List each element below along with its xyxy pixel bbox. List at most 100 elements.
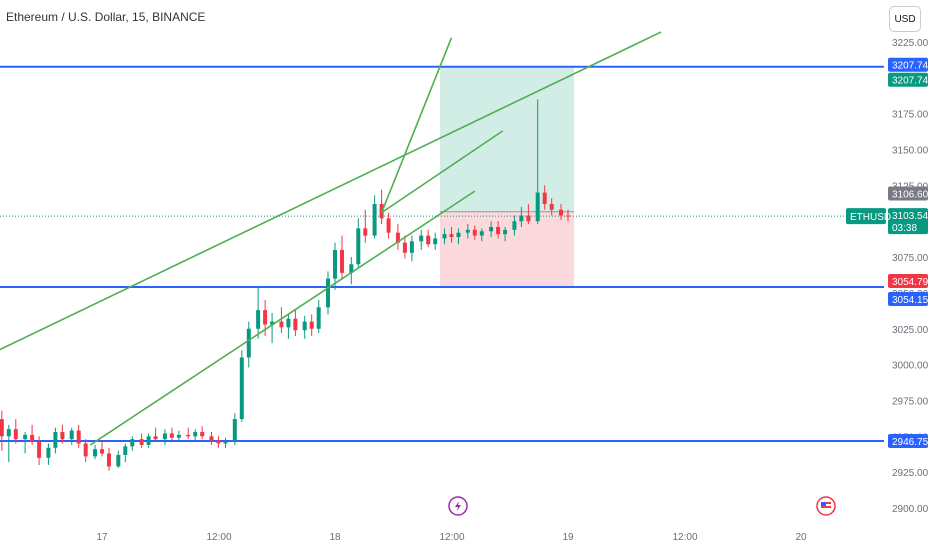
candle-body: [116, 454, 121, 467]
candle-body: [279, 321, 284, 328]
trend-line[interactable]: [381, 130, 504, 214]
candle-body: [449, 234, 454, 238]
candle-body: [316, 307, 321, 329]
price-badge-label: 3054.15: [892, 295, 929, 306]
symbol-badge: [846, 208, 886, 225]
candle-body: [512, 221, 517, 230]
candle-body: [479, 231, 484, 236]
candle-body: [402, 242, 407, 253]
profit-zone[interactable]: [440, 66, 574, 212]
price-badge-label: 3207.74: [892, 61, 929, 72]
price-badge: [888, 433, 928, 448]
candle-body: [409, 241, 414, 253]
candle-body: [193, 432, 198, 437]
candle-body: [472, 229, 477, 236]
candle-body: [200, 432, 205, 437]
loss-zone[interactable]: [440, 211, 574, 287]
candle-body: [286, 318, 291, 328]
candle-body: [363, 228, 368, 236]
candle-body: [535, 192, 540, 222]
candle-body: [239, 357, 244, 420]
x-tick-label: 17: [96, 532, 108, 543]
candle-body: [106, 453, 111, 467]
candle-body: [542, 192, 547, 205]
candle-body: [339, 249, 344, 273]
price-badge-label: 3103.54: [892, 211, 929, 222]
price-badge: [888, 72, 928, 87]
symbol-badge-label: ETHUSD: [850, 212, 891, 223]
candle-body: [69, 430, 74, 440]
candle-body: [293, 318, 298, 331]
price-badge-label: 2946.75: [892, 437, 929, 448]
candle-body: [13, 429, 18, 440]
candle-body: [169, 433, 174, 438]
y-tick-label: 3150.00: [892, 146, 929, 157]
candle-body: [37, 442, 42, 458]
candle-body: [465, 229, 470, 233]
x-tick-label: 20: [795, 532, 807, 543]
candle-body: [209, 436, 214, 441]
x-tick-label: 18: [329, 532, 341, 543]
trend-line[interactable]: [89, 190, 476, 446]
candle-body: [395, 232, 400, 243]
candle-body: [232, 419, 237, 443]
candle-body: [146, 436, 151, 445]
countdown-label: 03:38: [892, 223, 917, 234]
candle-body: [30, 434, 35, 443]
candle-body: [496, 226, 501, 235]
x-tick-label: 12:00: [206, 532, 231, 543]
lightning-event-icon[interactable]: [448, 496, 468, 516]
candle-body: [53, 432, 58, 448]
candle-body: [549, 204, 554, 210]
candle-body: [426, 235, 431, 245]
candle-body: [256, 310, 261, 329]
candle-body: [326, 278, 331, 308]
candle-body: [503, 229, 508, 235]
candle-body: [489, 226, 494, 232]
candle-body: [123, 446, 128, 455]
candle-body: [100, 449, 104, 454]
y-tick-label: 2925.00: [892, 468, 929, 479]
candle-body: [153, 436, 158, 440]
y-tick-label: 2900.00: [892, 504, 929, 515]
candle-body: [186, 434, 191, 437]
candle-body: [309, 321, 314, 329]
candle-body: [349, 264, 354, 273]
candle-body: [456, 232, 461, 238]
y-tick-label: 3025.00: [892, 325, 929, 336]
chart-title: Ethereum / U.S. Dollar, 15, BINANCE: [6, 10, 206, 24]
candle-body: [162, 433, 167, 440]
candle-body: [46, 447, 51, 458]
y-tick-label: 2975.00: [892, 396, 929, 407]
candle-body: [333, 249, 337, 279]
y-tick-label: 3075.00: [892, 253, 929, 264]
candle-body: [519, 215, 524, 222]
x-tick-label: 19: [562, 532, 574, 543]
candle-body: [372, 204, 377, 236]
candle-body: [263, 310, 268, 325]
candle-body: [559, 209, 564, 216]
price-badge-label: 3106.60: [892, 190, 929, 201]
candle-body: [223, 442, 228, 444]
candle-body: [526, 215, 531, 222]
candle-body: [302, 321, 307, 331]
x-tick-label: 12:00: [672, 532, 697, 543]
candle-body: [442, 234, 447, 239]
candle-body: [356, 228, 361, 265]
candle-body: [433, 238, 438, 245]
y-tick-label: 3000.00: [892, 361, 929, 372]
candle-body: [93, 449, 98, 457]
us-flag-event-icon[interactable]: [816, 496, 836, 516]
y-tick-label: 3175.00: [892, 110, 929, 121]
trend-line[interactable]: [0, 31, 662, 429]
price-badge: [888, 186, 928, 201]
currency-button[interactable]: USD: [889, 6, 921, 32]
price-badge: [888, 291, 928, 306]
candle-body: [76, 430, 81, 444]
price-badge: [888, 208, 928, 235]
trend-line[interactable]: [380, 37, 453, 213]
candle-body: [216, 440, 221, 444]
candle-body: [139, 439, 144, 445]
candle-body: [176, 434, 181, 438]
